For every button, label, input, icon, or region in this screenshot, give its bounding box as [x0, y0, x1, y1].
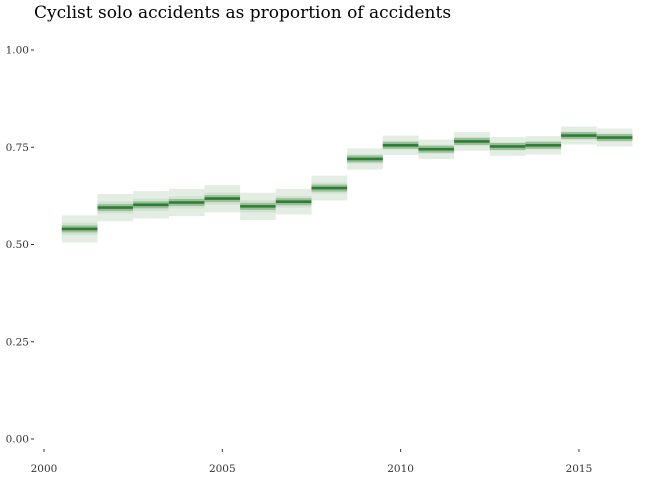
interval-group: [168, 188, 205, 217]
interval-group: [561, 126, 597, 145]
y-tick-label: 0.25: [6, 336, 29, 348]
interval-group: [418, 139, 455, 159]
x-axis: 2000 2005 2010 2015: [31, 449, 593, 475]
x-tick-label: 2015: [566, 463, 593, 475]
interval-group: [489, 137, 526, 156]
interval-group: [61, 215, 98, 243]
y-axis: 0.00 0.25 0.50 0.75 1.00: [6, 45, 34, 446]
y-tick-label: 1.00: [6, 45, 29, 57]
interval-group: [525, 135, 562, 155]
x-tick-label: 2010: [387, 463, 414, 475]
estimate-series: [61, 126, 633, 243]
interval-group: [382, 135, 419, 156]
chart-title: Cyclist solo accidents as proportion of …: [34, 3, 452, 23]
interval-group: [275, 188, 312, 215]
x-tick-label: 2000: [31, 463, 58, 475]
interval-group: [133, 191, 169, 219]
interval-group: [204, 184, 241, 213]
interval-group: [240, 192, 276, 220]
interval-group: [97, 193, 134, 222]
y-tick-label: 0.50: [6, 239, 29, 251]
interval-group: [347, 148, 383, 170]
x-tick-label: 2005: [209, 463, 236, 475]
interval-group: [311, 175, 348, 201]
interval-group: [596, 128, 633, 147]
interval-group: [454, 132, 490, 151]
y-tick-label: 0.00: [6, 434, 29, 446]
y-tick-label: 0.75: [6, 142, 29, 154]
